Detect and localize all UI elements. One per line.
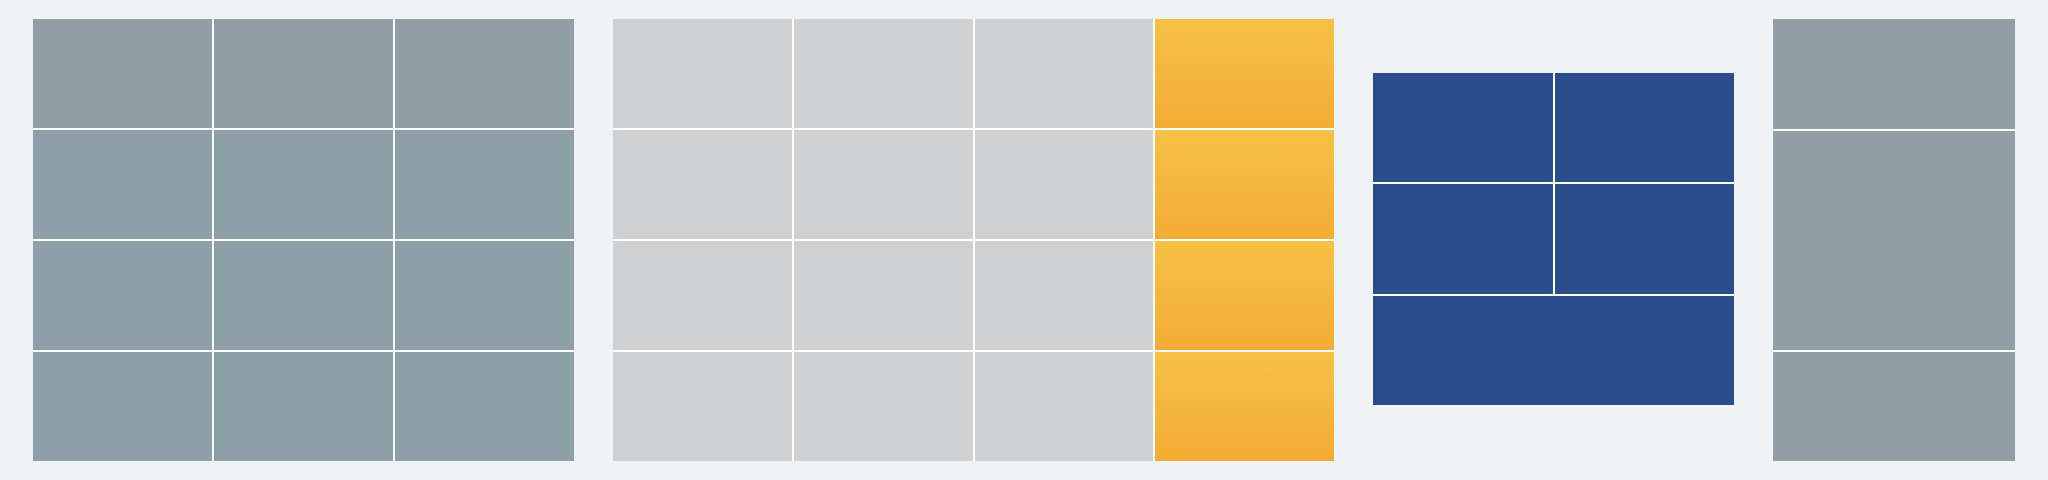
grid-cell (793, 130, 973, 239)
grid-cell (395, 352, 574, 461)
slate-grid-panel (33, 19, 574, 461)
grid-cell (33, 241, 212, 350)
highlight-cell (1155, 241, 1334, 350)
highlight-cell (1155, 352, 1334, 461)
grid-cell (974, 19, 1154, 128)
grid-cell (214, 241, 393, 350)
grid-cell (214, 130, 393, 239)
grid-cell (613, 352, 792, 461)
column-cell (1773, 351, 2015, 461)
grid-cell (974, 352, 1154, 461)
grid-cell (33, 352, 212, 461)
grid-cell (793, 19, 973, 128)
grid-cell (613, 130, 792, 239)
block-cell (1554, 184, 1734, 294)
grid-cell (793, 241, 973, 350)
block-cell (1373, 184, 1553, 294)
block-cell (1554, 73, 1734, 183)
grid-cell (613, 241, 792, 350)
highlight-cell (1155, 130, 1334, 239)
column-cell (1773, 19, 2015, 129)
gray-grid-panel (613, 19, 1334, 461)
grid-cell (793, 352, 973, 461)
navy-blocks-panel (1373, 73, 1734, 405)
grid-cell (974, 130, 1154, 239)
grid-cell (395, 241, 574, 350)
slate-column-panel (1773, 19, 2015, 461)
block-cell (1373, 73, 1553, 183)
column-cell (1773, 130, 2015, 350)
grid-cell (33, 130, 212, 239)
grid-cell (214, 19, 393, 128)
grid-cell (395, 19, 574, 128)
highlight-cell (1155, 19, 1334, 128)
grid-cell (214, 352, 393, 461)
grid-cell (395, 130, 574, 239)
wide-block-cell (1373, 295, 1734, 405)
grid-cell (33, 19, 212, 128)
grid-cell (613, 19, 792, 128)
grid-cell (974, 241, 1154, 350)
